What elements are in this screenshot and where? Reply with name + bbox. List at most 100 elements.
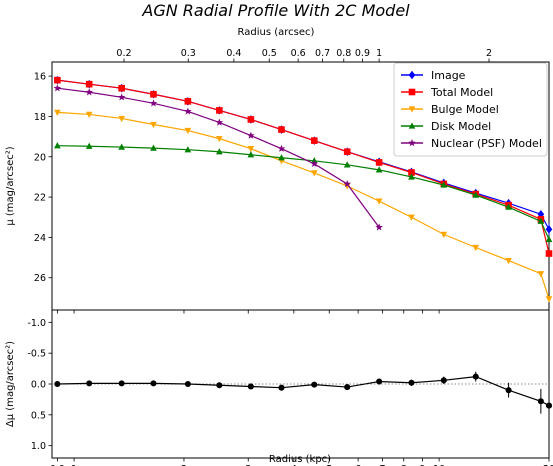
marker (344, 384, 351, 391)
marker (545, 250, 553, 257)
marker (545, 402, 553, 409)
marker (86, 380, 93, 387)
marker (278, 154, 285, 161)
marker (537, 398, 544, 405)
residual-y-tick-label: -1.0 (27, 318, 46, 329)
marker (472, 373, 479, 380)
residual-y-axis: -1.0 -0.5 0.0 0.5 1.0 (27, 318, 52, 452)
residual-y-tick-label: 0.0 (31, 380, 46, 391)
marker (54, 76, 61, 84)
marker (537, 271, 545, 278)
marker (85, 111, 93, 119)
series-layer (53, 75, 553, 303)
marker (150, 90, 157, 98)
marker (343, 180, 351, 188)
bottom-x-axis: 0.9 1 2 3 4 5 6 7 8 9 10 20 (50, 310, 553, 466)
marker (408, 139, 416, 147)
marker (247, 146, 255, 153)
marker (247, 383, 254, 390)
marker (537, 217, 545, 224)
top-tick-label: 0.6 (291, 48, 306, 59)
residual-y-tick-label: 1.0 (31, 441, 46, 452)
marker (505, 257, 512, 265)
x-tick-label: 4 (291, 464, 297, 466)
legend-label: Nuclear (PSF) Model (431, 137, 542, 150)
series-nuclear-psf-model (53, 84, 383, 231)
top-tick-label: 0.4 (226, 48, 241, 59)
x-tick-label: 2 (181, 464, 187, 466)
marker (216, 148, 223, 155)
marker (247, 116, 255, 123)
marker (118, 143, 125, 150)
x-tick-label: 3 (245, 464, 251, 466)
x-tick-label: 5 (326, 464, 332, 466)
marker (310, 137, 318, 144)
y-tick-label: 22 (34, 193, 46, 204)
marker (408, 106, 416, 113)
y-tick-label: 16 (34, 72, 46, 83)
marker (85, 80, 93, 88)
x-tick-label: 6 (355, 464, 361, 466)
residual-layer (54, 371, 553, 428)
marker (53, 84, 62, 92)
marker (375, 223, 383, 231)
top-tick-label: 1 (376, 48, 382, 59)
top-tick-label: 0.7 (315, 48, 330, 59)
chart-title: AGN Radial Profile With 2C Model (141, 1, 410, 20)
marker (408, 173, 415, 180)
marker (375, 166, 383, 173)
top-tick-label: 0.8 (336, 48, 351, 59)
marker (505, 203, 512, 210)
legend-item: Bulge Model (401, 103, 499, 116)
y-tick-label: 24 (34, 233, 46, 244)
legend-item: Total Model (401, 86, 493, 99)
top-tick-label: 0.2 (116, 48, 131, 59)
main-y-axis: 16 18 20 22 24 26 (34, 72, 52, 284)
marker (408, 379, 415, 386)
marker (408, 122, 416, 129)
top-tick-label: 2 (486, 48, 492, 59)
top-x-axis: 0.2 0.3 0.4 0.5 0.6 0.7 0.8 0.9 1 2 (116, 48, 492, 62)
series-bulge-model (54, 109, 553, 303)
marker (278, 384, 285, 391)
marker (54, 109, 61, 117)
marker (440, 377, 447, 384)
legend: Image Total Model Bulge Model Disk Model Nuc… (393, 62, 548, 157)
x-tick-label: 20 (543, 464, 553, 466)
top-tick-label: 0.5 (262, 48, 277, 59)
marker (149, 99, 158, 107)
x-tick-label: 10 (433, 464, 445, 466)
marker (85, 88, 93, 96)
marker (408, 169, 415, 176)
top-tick-label: 0.9 (355, 48, 370, 59)
x-tick-label: 0.9 (50, 464, 65, 466)
marker (184, 380, 191, 388)
legend-box (393, 62, 548, 157)
marker (215, 118, 224, 126)
residual-y-tick-label: -0.5 (27, 349, 46, 360)
marker (247, 131, 255, 139)
marker (310, 170, 318, 177)
legend-label: Image (431, 69, 466, 82)
x-tick-label: 9 (419, 464, 425, 466)
x-tick-label: 8 (401, 464, 407, 466)
marker (545, 235, 553, 243)
legend-label: Bulge Model (431, 103, 499, 116)
x-tick-label: 7 (380, 464, 386, 466)
marker (184, 98, 192, 105)
y-tick-label: 26 (34, 273, 46, 284)
legend-label: Total Model (430, 86, 493, 99)
y-tick-label: 20 (34, 152, 46, 163)
marker (376, 378, 383, 385)
marker (440, 231, 448, 239)
marker (277, 144, 286, 152)
marker (343, 161, 351, 168)
marker (408, 70, 416, 80)
legend-item: Image (401, 69, 466, 82)
marker (117, 93, 126, 101)
marker (310, 159, 319, 168)
marker (440, 181, 448, 188)
marker (545, 225, 553, 234)
marker (408, 214, 415, 221)
